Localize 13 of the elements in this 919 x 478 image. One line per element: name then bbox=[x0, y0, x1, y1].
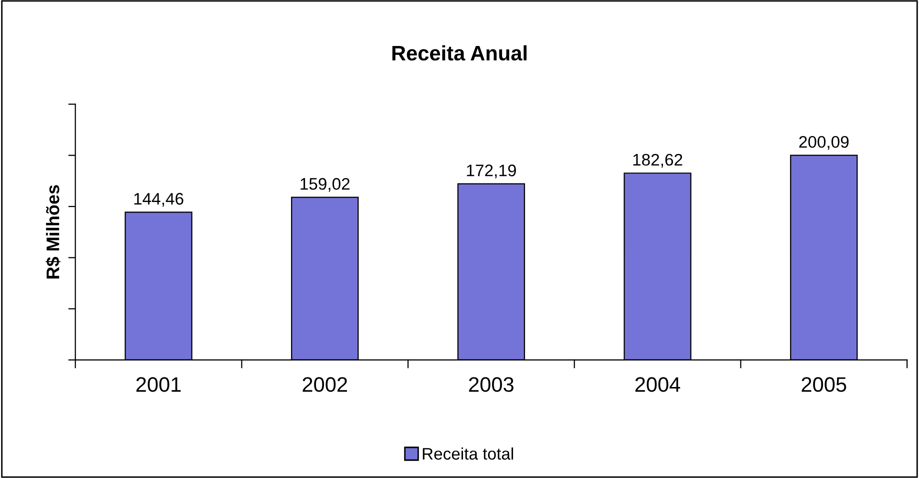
x-tick-label: 2003 bbox=[469, 377, 514, 392]
x-tick-label: 2005 bbox=[802, 377, 846, 392]
x-tick-label: 2001 bbox=[136, 377, 181, 392]
x-tick-label: 2004 bbox=[635, 377, 680, 392]
data-label: 200,09 bbox=[799, 136, 849, 150]
y-axis-title: R$ Milhões bbox=[46, 185, 60, 279]
data-label: 182,62 bbox=[633, 154, 682, 168]
data-label: 159,02 bbox=[300, 178, 350, 192]
x-tick-label: 2002 bbox=[302, 377, 347, 392]
data-label: 172,19 bbox=[466, 164, 516, 178]
chart-title: Receita Anual bbox=[392, 45, 527, 61]
legend-label: Receita total bbox=[422, 447, 514, 460]
data-label: 144,46 bbox=[134, 192, 184, 207]
